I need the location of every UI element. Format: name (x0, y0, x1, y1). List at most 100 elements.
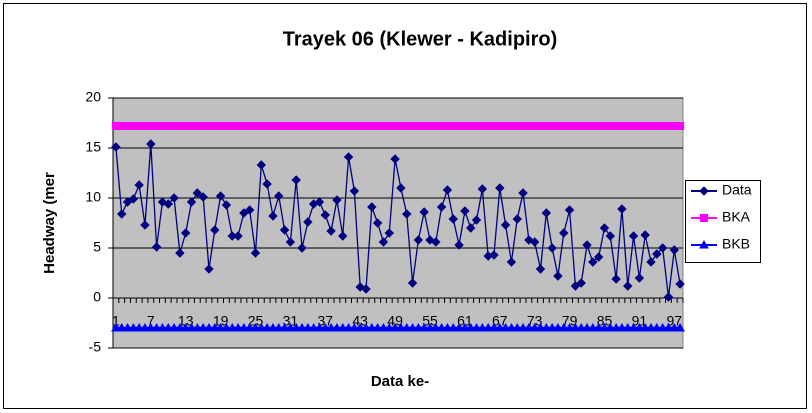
data-point (151, 322, 162, 332)
data-point (221, 322, 232, 332)
data-point (250, 322, 261, 332)
x-tick-label: 79 (562, 313, 578, 329)
data-point (471, 322, 482, 332)
data-point (192, 322, 203, 332)
data-point (605, 322, 616, 332)
data-point (239, 208, 249, 218)
data-point (500, 220, 511, 230)
data-point (506, 257, 517, 267)
data-point (657, 243, 668, 253)
data-point (547, 243, 557, 253)
data-point (233, 231, 243, 241)
data-point (500, 322, 511, 332)
data-point (180, 322, 191, 332)
data-point (570, 281, 581, 291)
data-point (302, 322, 313, 332)
data-point (134, 322, 145, 332)
data-point (506, 322, 517, 332)
data-point (477, 322, 488, 332)
data-point (663, 322, 674, 332)
data-point (204, 264, 214, 274)
legend-marker (699, 186, 709, 196)
data-point (343, 322, 354, 332)
data-point (175, 322, 185, 332)
data-point (163, 322, 174, 332)
data-point (617, 204, 627, 214)
data-point (676, 122, 685, 130)
x-tick-label: 73 (527, 313, 543, 329)
data-point (384, 228, 394, 238)
data-point (128, 194, 139, 204)
x-tick-label: 55 (422, 313, 438, 329)
data-point (652, 249, 662, 259)
data-point (198, 322, 209, 332)
data-point (547, 322, 557, 332)
data-point (407, 322, 418, 332)
data-point (250, 248, 261, 258)
data-point (378, 237, 389, 247)
data-point (111, 142, 121, 152)
data-point (337, 322, 348, 332)
data-point (495, 183, 505, 193)
data-point (448, 322, 459, 332)
data-point (175, 248, 185, 258)
data-point (477, 184, 488, 194)
data-point (273, 322, 284, 332)
data-point (338, 231, 348, 241)
data-point (256, 322, 267, 332)
data-point (262, 322, 272, 332)
data-point (279, 322, 290, 332)
data-point (180, 228, 191, 238)
data-point (186, 322, 197, 332)
data-point (349, 322, 360, 332)
data-point (541, 208, 552, 218)
legend (685, 180, 761, 263)
data-point (564, 322, 575, 332)
x-tick-label: 97 (666, 313, 682, 329)
data-point (442, 185, 453, 195)
data-point (274, 191, 284, 201)
data-point (576, 322, 587, 332)
data-point (448, 214, 458, 224)
data-point (378, 322, 389, 332)
x-tick-label: 13 (178, 313, 194, 329)
data-point (646, 257, 656, 267)
data-point (320, 322, 331, 332)
y-tick-label: 15 (85, 139, 101, 155)
data-point (390, 322, 400, 332)
y-tick-label: 20 (85, 89, 101, 105)
x-tick-label: 31 (283, 313, 299, 329)
x-tick-label: 25 (248, 313, 264, 329)
data-point (355, 322, 366, 332)
y-axis-title: Headway (mer (41, 172, 58, 274)
data-point (617, 322, 627, 332)
data-point (465, 223, 476, 233)
chart-title: Trayek 06 (Klewer - Kadipiro) (283, 28, 558, 50)
data-point (343, 152, 354, 162)
data-point (308, 322, 319, 332)
data-point (372, 322, 383, 332)
data-point (198, 192, 208, 202)
data-point (512, 214, 522, 224)
data-point (599, 322, 610, 332)
data-point (204, 322, 214, 332)
data-point (134, 180, 144, 190)
data-point (425, 322, 435, 332)
data-point (402, 209, 412, 219)
data-point (401, 322, 412, 332)
x-tick-label: 43 (352, 313, 368, 329)
data-point (233, 322, 243, 332)
x-tick-label: 37 (318, 313, 334, 329)
data-point (489, 322, 499, 332)
data-point (651, 322, 662, 332)
data-point (535, 264, 546, 274)
data-point (146, 139, 156, 149)
data-point (291, 322, 302, 332)
data-point (372, 218, 383, 228)
data-point (442, 322, 453, 332)
data-point (582, 240, 592, 250)
legend-label: BKA (722, 209, 751, 225)
x-tick-label: 85 (597, 313, 613, 329)
data-point (407, 278, 418, 288)
data-point (221, 200, 232, 210)
